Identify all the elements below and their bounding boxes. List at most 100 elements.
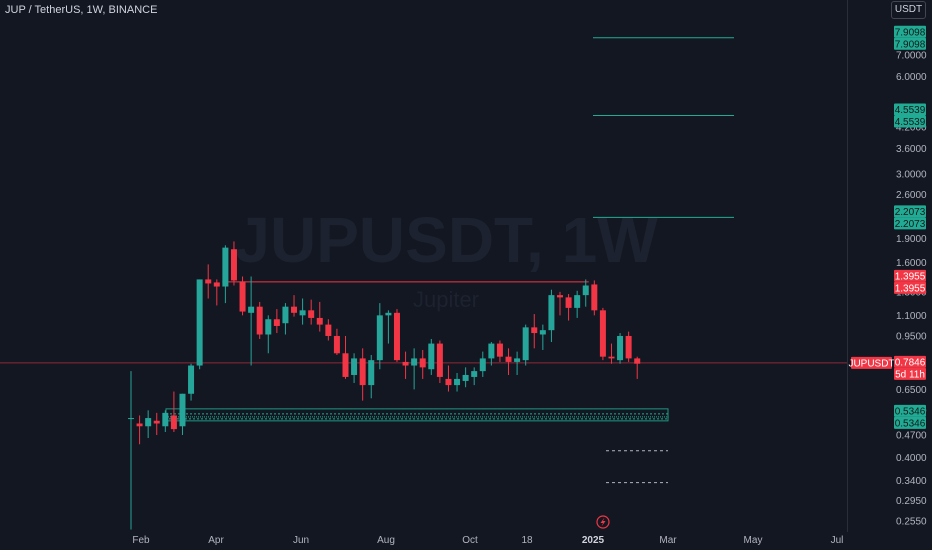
y-tick-label: 7.0000 <box>896 51 927 62</box>
x-tick-label: 2025 <box>582 535 605 546</box>
candle-body <box>514 358 521 362</box>
chart-title: JUP / TetherUS, 1W, BINANCE <box>5 4 158 16</box>
candle-body <box>162 412 169 427</box>
candle <box>256 301 263 339</box>
candle <box>522 324 529 366</box>
candle-body <box>299 310 306 316</box>
y-tick-label: 3.6000 <box>896 144 927 155</box>
candle-body <box>291 306 298 313</box>
level-price-tag-text: 0.5346 <box>895 418 926 429</box>
candle <box>325 319 332 341</box>
x-tick-label: Mar <box>659 535 677 546</box>
candle <box>205 264 212 299</box>
symbol-tag-bg <box>851 356 892 369</box>
y-tick-label: 0.4000 <box>896 453 927 464</box>
candle <box>393 309 400 362</box>
x-tick-label: Feb <box>132 535 150 546</box>
candle <box>479 351 486 377</box>
candle-body <box>625 335 632 359</box>
candle-body <box>522 327 529 361</box>
candle <box>419 349 426 379</box>
watermark: JUPUSDT, 1W Jupiter <box>234 204 658 312</box>
level-price-tag: 1.3955 <box>894 281 926 294</box>
candle <box>565 294 572 321</box>
level-price-tag-bg <box>894 217 926 230</box>
candle-body <box>325 324 332 336</box>
watermark-subtitle: Jupiter <box>413 287 479 312</box>
candle <box>599 307 606 361</box>
candle-body <box>557 295 563 298</box>
candle <box>548 289 555 343</box>
current-price-tag: 0.7846 <box>894 355 926 368</box>
support-zone-inner <box>165 413 669 420</box>
x-tick-label: Jun <box>293 535 309 546</box>
candle-body <box>256 306 263 335</box>
candle-body <box>419 358 426 368</box>
level-price-tag-bg <box>894 404 926 417</box>
candle-body <box>402 361 409 366</box>
candle-body <box>153 420 160 424</box>
candle <box>342 335 349 379</box>
candle <box>454 373 461 392</box>
candle-body <box>136 423 143 427</box>
candle <box>333 328 340 355</box>
level-price-tag-text: 0.5346 <box>895 406 926 417</box>
candle <box>471 367 478 386</box>
level-price-tag-text: 4.5539 <box>895 117 926 128</box>
candle-body <box>488 343 495 359</box>
candle <box>316 301 323 332</box>
x-tick-label: 18 <box>521 535 533 546</box>
candle-body <box>265 319 272 335</box>
candle-body <box>316 317 323 325</box>
candle <box>531 314 538 349</box>
y-tick-label: 1.6000 <box>896 258 927 269</box>
candle-body <box>359 358 366 386</box>
candle <box>351 353 358 384</box>
candle <box>462 367 469 388</box>
level-price-tag-bg <box>894 281 926 294</box>
current-price-tag-bg <box>894 355 926 368</box>
currency-button[interactable]: USDT <box>891 1 926 19</box>
candle <box>273 309 280 334</box>
candle-body <box>479 358 486 372</box>
level-price-tag: 2.2073 <box>894 217 926 230</box>
candle <box>188 363 195 401</box>
level-price-tag-text: 4.5539 <box>895 105 926 116</box>
y-tick-label: 6.0000 <box>896 72 927 83</box>
y-tick-label: 2.6000 <box>896 190 927 201</box>
candle-body <box>222 247 229 287</box>
level-price-tag-text: 1.3955 <box>895 283 926 294</box>
level-price-tag: 1.3955 <box>894 269 926 282</box>
candle-body <box>273 319 280 326</box>
level-price-tag-text: 7.9098 <box>895 27 926 38</box>
candle <box>170 391 177 433</box>
lightning-icon-bolt <box>600 517 606 527</box>
candle-body <box>230 249 237 281</box>
candle-body <box>393 312 400 361</box>
y-tick-label: 1.1000 <box>896 311 927 322</box>
level-price-tag-bg <box>894 269 926 282</box>
candle <box>265 315 272 354</box>
x-tick-label: Oct <box>462 535 478 546</box>
level-price-tag-bg <box>894 205 926 218</box>
level-price-tag: 7.9098 <box>894 25 926 38</box>
candle <box>291 295 298 317</box>
candle <box>514 351 521 375</box>
level-price-tag: 0.5346 <box>894 416 926 429</box>
candle-body <box>342 353 349 377</box>
y-tick-label: 4.2000 <box>896 122 927 133</box>
level-price-tag-text: 2.2073 <box>895 207 926 218</box>
x-tick-label: Apr <box>208 535 224 546</box>
x-tick-label: Jul <box>831 535 844 546</box>
candle <box>488 342 495 366</box>
level-price-tag-text: 1.3955 <box>895 271 926 282</box>
candle-body <box>462 374 469 381</box>
y-tick-label: 0.9500 <box>896 331 927 342</box>
candle-body <box>179 393 186 427</box>
candle-body <box>608 356 615 359</box>
candle <box>539 324 546 350</box>
level-price-tag: 4.5539 <box>894 103 926 116</box>
candle-body <box>411 358 418 366</box>
candle <box>402 351 409 379</box>
